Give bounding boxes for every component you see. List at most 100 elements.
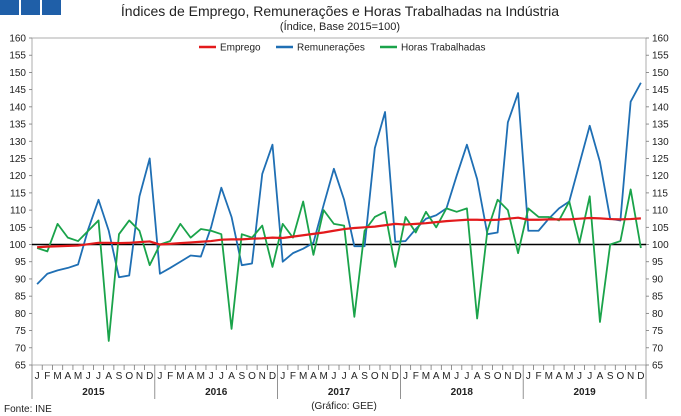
month-tick-label: J	[157, 371, 162, 382]
month-tick-label: N	[136, 371, 143, 382]
y-tick-label-right: 125	[652, 154, 669, 165]
chart-title: Índices de Emprego, Remunerações e Horas…	[121, 3, 559, 19]
legend: Emprego Remunerações Horas Trabalhadas	[199, 43, 486, 54]
y-tick-label-right: 135	[652, 120, 669, 131]
y-tick-label-left: 160	[9, 34, 26, 45]
month-tick-label: J	[86, 371, 91, 382]
month-tick-label: S	[361, 371, 368, 382]
source-note: Fonte: INE	[4, 404, 52, 415]
y-tick-label-left: 90	[15, 274, 27, 285]
series-line-horas-trabalhadas	[36, 188, 642, 342]
y-tick-label-right: 115	[652, 188, 668, 199]
y-tick-label-right: 80	[652, 309, 664, 320]
y-tick-label-left: 85	[15, 292, 27, 303]
month-tick-label: F	[290, 371, 296, 382]
month-tick-label: A	[228, 371, 235, 382]
y-axis-left: 65 70 75 80 85 90 95 100 105 110 115 120 125 130 135 14…	[9, 34, 32, 372]
y-tick-label-right: 110	[652, 206, 668, 217]
y-tick-label-left: 125	[9, 154, 26, 165]
y-tick-label-right: 85	[652, 292, 664, 303]
month-tick-label: M	[299, 371, 307, 382]
legend-label-remuneracoes: Remunerações	[297, 43, 365, 54]
month-tick-label: O	[248, 371, 256, 382]
month-tick-label: J	[454, 371, 459, 382]
y-tick-label-left: 150	[9, 68, 26, 79]
month-tick-label: F	[535, 371, 541, 382]
month-tick-label: D	[637, 371, 644, 382]
y-tick-label-left: 110	[10, 206, 26, 217]
month-tick-label: J	[526, 371, 531, 382]
y-axis-right: 65 70 75 80 85 90 95 100 105 110 115 120 125 130 135 14…	[646, 34, 669, 372]
month-tick-label: S	[607, 371, 614, 382]
logo-square	[0, 0, 19, 15]
month-tick-label: A	[351, 371, 358, 382]
month-tick-label: S	[484, 371, 491, 382]
month-tick-label: J	[342, 371, 347, 382]
year-label: 2018	[451, 387, 474, 398]
month-tick-label: J	[280, 371, 285, 382]
plot-area	[31, 37, 647, 366]
month-tick-label: M	[442, 371, 450, 382]
month-tick-label: A	[105, 371, 112, 382]
month-tick-label: J	[331, 371, 336, 382]
month-tick-label: A	[433, 371, 440, 382]
month-tick-label: N	[381, 371, 388, 382]
month-tick-label: D	[392, 371, 399, 382]
y-tick-label-left: 105	[9, 223, 26, 234]
y-tick-label-right: 155	[652, 51, 669, 62]
month-tick-label: J	[219, 371, 224, 382]
month-tick-label: M	[176, 371, 184, 382]
y-tick-label-left: 135	[9, 120, 26, 131]
month-tick-label: M	[422, 371, 430, 382]
month-tick-label: F	[44, 371, 50, 382]
month-tick-label: O	[494, 371, 502, 382]
month-tick-label: S	[116, 371, 123, 382]
y-tick-label-left: 145	[9, 85, 26, 96]
month-tick-label: J	[577, 371, 582, 382]
y-tick-label-left: 115	[10, 188, 26, 199]
y-tick-label-right: 95	[652, 257, 664, 268]
y-tick-label-left: 80	[15, 309, 27, 320]
year-label: 2016	[205, 387, 228, 398]
legend-label-emprego: Emprego	[220, 43, 261, 54]
month-tick-label: J	[587, 371, 592, 382]
year-label: 2015	[82, 387, 105, 398]
logo-square	[42, 0, 61, 15]
month-tick-label: A	[597, 371, 604, 382]
month-tick-label: N	[504, 371, 511, 382]
chart-subtitle: (Índice, Base 2015=100)	[280, 20, 400, 33]
y-tick-label-left: 155	[9, 51, 26, 62]
month-tick-label: N	[627, 371, 634, 382]
y-tick-label-left: 130	[9, 137, 26, 148]
month-tick-label: F	[167, 371, 173, 382]
y-tick-label-left: 100	[9, 240, 26, 251]
month-tick-label: O	[371, 371, 379, 382]
month-tick-label: J	[464, 371, 469, 382]
y-tick-label-right: 70	[652, 343, 664, 354]
series-lines	[36, 82, 642, 342]
month-tick-label: N	[259, 371, 266, 382]
y-tick-label-left: 75	[15, 326, 27, 337]
month-tick-label: M	[197, 371, 205, 382]
y-tick-label-right: 140	[652, 102, 669, 113]
month-tick-label: D	[514, 371, 521, 382]
month-tick-label: F	[413, 371, 419, 382]
y-tick-label-left: 140	[9, 102, 26, 113]
series-line-remuneracoes	[36, 82, 642, 285]
year-label: 2019	[573, 387, 596, 398]
y-tick-label-left: 70	[15, 343, 27, 354]
y-tick-label-left: 95	[15, 257, 27, 268]
y-tick-label-right: 65	[652, 361, 664, 372]
month-tick-label: J	[96, 371, 101, 382]
month-tick-label: A	[310, 371, 317, 382]
month-tick-label: A	[556, 371, 563, 382]
month-tick-label: M	[545, 371, 553, 382]
y-tick-label-right: 160	[652, 34, 669, 45]
y-tick-label-left: 65	[15, 361, 27, 372]
y-tick-label-left: 120	[9, 171, 26, 182]
month-tick-label: A	[474, 371, 481, 382]
y-tick-label-right: 130	[652, 137, 669, 148]
month-tick-label: J	[35, 371, 40, 382]
